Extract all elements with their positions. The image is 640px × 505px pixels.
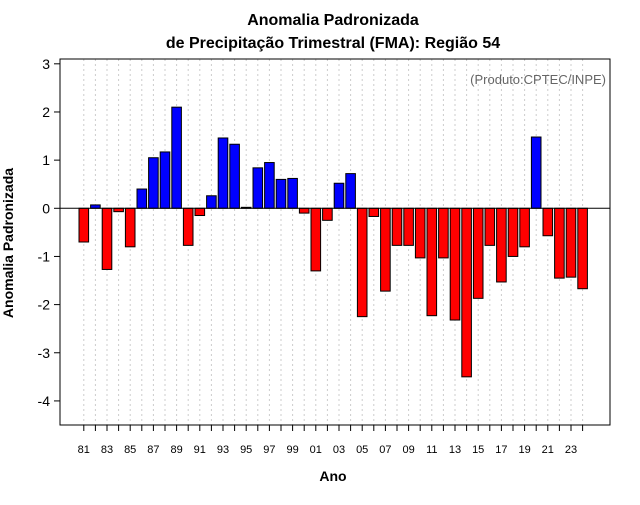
y-tick-label: 0 — [42, 200, 50, 216]
x-tick-label: 81 — [78, 444, 90, 456]
x-tick-label: 19 — [518, 444, 530, 456]
bar — [380, 207, 391, 292]
x-tick-label: 17 — [495, 444, 507, 456]
y-tick-label: -4 — [38, 393, 51, 409]
bar — [542, 207, 554, 237]
y-tick-label: 1 — [42, 152, 50, 168]
bar — [298, 207, 310, 214]
x-tick-label: 85 — [124, 444, 136, 456]
chart-title-line1: Anomalia Padronizada — [247, 12, 419, 29]
bar — [252, 167, 264, 209]
bar — [287, 177, 298, 209]
source-annotation: (Produto:CPTEC/INPE) — [470, 72, 606, 87]
bar — [530, 136, 542, 209]
x-tick-label: 87 — [147, 444, 159, 456]
bar — [577, 207, 588, 290]
bar — [310, 207, 322, 272]
bar — [368, 207, 380, 217]
x-tick-label: 97 — [263, 444, 275, 456]
y-axis: 3 2 1 0 -1 -2 -3 -4 — [38, 56, 60, 409]
bar — [159, 151, 171, 209]
x-tick-label: 03 — [333, 444, 345, 456]
bar — [472, 207, 484, 299]
x-tick-label: 21 — [542, 444, 554, 456]
chart-title-line2: de Precipitação Trimestral (FMA): Região… — [166, 35, 500, 52]
y-tick-label: -2 — [38, 297, 51, 313]
bar — [194, 207, 206, 217]
x-axis: 81 83 85 87 89 91 93 95 97 99 01 03 05 07 09 11 13 15 17 19… — [78, 425, 584, 456]
x-tick-label: 91 — [194, 444, 206, 456]
x-tick-label: 99 — [286, 444, 298, 456]
bar — [519, 207, 530, 248]
bar — [496, 207, 507, 283]
bar — [345, 173, 356, 209]
bar — [426, 207, 438, 317]
bar — [206, 195, 217, 209]
y-tick-label: -3 — [38, 345, 51, 361]
y-tick-label: -1 — [38, 248, 51, 264]
x-tick-label: 11 — [426, 444, 437, 456]
bar — [356, 207, 368, 318]
bar — [554, 207, 565, 279]
bar — [449, 207, 461, 321]
x-tick-label: 09 — [402, 444, 414, 456]
x-tick-label: 83 — [101, 444, 113, 456]
bar — [403, 207, 414, 246]
bar — [101, 207, 113, 270]
y-axis-label: Anomalia Padronizada — [0, 168, 16, 318]
x-tick-label: 89 — [170, 444, 182, 456]
bar — [90, 204, 101, 209]
bar — [78, 207, 90, 243]
bar — [461, 207, 472, 378]
bar — [217, 137, 229, 209]
bar — [414, 207, 426, 259]
bar — [565, 207, 577, 278]
bar-series — [78, 106, 588, 378]
bar — [136, 188, 148, 209]
bar — [229, 143, 240, 209]
bar — [322, 207, 333, 221]
bar — [275, 178, 287, 209]
grid-lines — [83, 59, 584, 425]
bar — [391, 207, 403, 246]
x-tick-label: 95 — [240, 444, 252, 456]
bar — [264, 162, 275, 209]
x-axis-label: Ano — [319, 468, 346, 484]
bar — [438, 207, 449, 259]
bar — [182, 207, 194, 246]
bar — [333, 182, 345, 209]
bar — [171, 106, 182, 209]
x-tick-label: 93 — [217, 444, 229, 456]
y-tick-label: 2 — [42, 104, 50, 120]
bar — [507, 207, 519, 257]
bar — [113, 207, 124, 213]
x-tick-label: 23 — [565, 444, 577, 456]
x-tick-label: 05 — [356, 444, 368, 456]
plot-frame — [59, 58, 611, 426]
x-tick-label: 13 — [449, 444, 461, 456]
bar — [148, 157, 159, 209]
x-tick-label: 01 — [310, 444, 322, 456]
y-tick-label: 3 — [42, 56, 50, 72]
x-tick-label: 15 — [472, 444, 484, 456]
x-tick-label: 07 — [379, 444, 391, 456]
bar — [484, 207, 496, 246]
bar — [124, 207, 136, 248]
